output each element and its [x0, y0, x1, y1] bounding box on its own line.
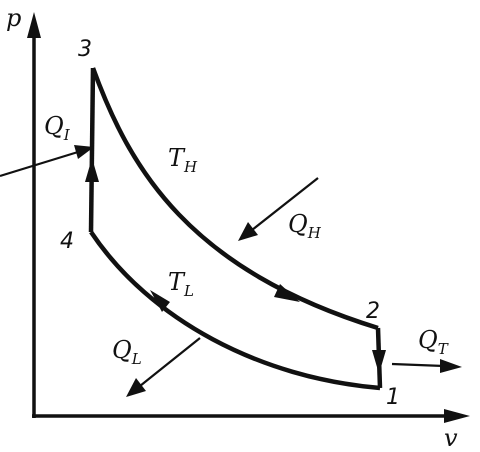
point-1-label: 1	[386, 385, 400, 410]
v-axis-arrowhead	[444, 409, 470, 423]
q-h-label: QH	[288, 210, 322, 242]
point-2-label: 2	[366, 299, 380, 324]
isotherm-labels: TH TL	[168, 144, 198, 300]
cold-isotherm-1-4	[89, 230, 381, 391]
p-axis-arrowhead	[27, 12, 41, 38]
arrow-on-4-3	[85, 158, 99, 182]
q-h-arrowhead	[238, 222, 258, 241]
q-i-label: QI	[44, 112, 71, 144]
q-l-arrow-line	[139, 337, 201, 387]
arrow-on-2-1	[372, 350, 386, 374]
heat-flows	[0, 145, 462, 397]
p-axis-label: p	[6, 4, 21, 32]
arrow-on-3-2	[274, 284, 300, 302]
q-l-label: QL	[112, 336, 142, 368]
point-3-label: 3	[78, 37, 92, 62]
hot-isotherm-label: TH	[168, 144, 198, 176]
q-t-label: QT	[418, 326, 449, 358]
cold-isotherm-label: TL	[168, 268, 194, 300]
process-4-3	[88, 67, 96, 233]
arrow-on-1-4	[150, 290, 170, 312]
q-l-arrowhead	[126, 378, 146, 397]
q-i-arrowhead	[74, 145, 94, 159]
point-labels: 3 4 2 1	[60, 37, 400, 410]
axes: p v	[6, 4, 470, 452]
hot-isotherm-3-2	[90, 67, 379, 331]
q-t-arrow-line	[391, 362, 445, 368]
heat-flow-labels: QI QH QT QL	[44, 112, 449, 368]
q-t-arrowhead	[440, 359, 462, 373]
q-i-arrow-line	[0, 150, 79, 178]
point-4-label: 4	[60, 229, 74, 254]
q-h-arrow-line	[251, 177, 319, 231]
cycle	[85, 67, 386, 391]
v-axis-label: v	[444, 424, 458, 452]
